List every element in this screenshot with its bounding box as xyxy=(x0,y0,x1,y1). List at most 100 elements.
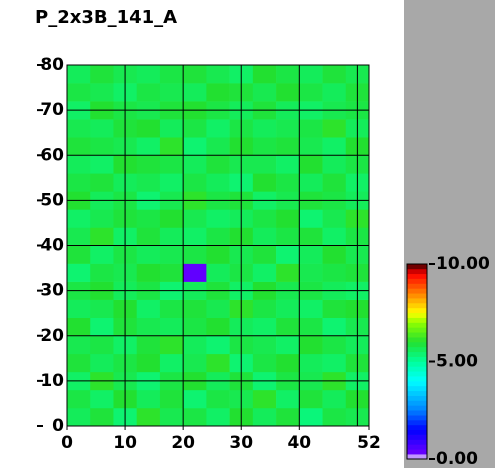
heat-cell xyxy=(183,353,207,373)
x-tick-label: 0 xyxy=(61,433,73,453)
heat-cell xyxy=(276,299,300,318)
heat-cell xyxy=(183,119,207,138)
colorbar-band xyxy=(407,307,427,314)
colorbar-border xyxy=(406,263,428,460)
heat-cell xyxy=(322,245,347,264)
colorbar-band xyxy=(407,385,427,392)
heat-cell xyxy=(90,335,114,355)
heat-cell xyxy=(136,173,161,192)
heat-cell xyxy=(252,389,277,409)
heat-cell xyxy=(136,407,161,427)
heat-cell xyxy=(252,155,277,174)
heat-cell xyxy=(159,119,184,138)
heat-cell xyxy=(67,335,91,355)
heat-cell xyxy=(299,173,323,192)
heat-cell xyxy=(322,263,347,282)
heat-cell xyxy=(67,263,91,282)
colorbar-tick-label: 0.00 xyxy=(436,449,478,468)
colorbar-band xyxy=(407,351,427,357)
colorbar-band xyxy=(407,405,427,411)
heat-cell xyxy=(67,155,91,174)
colorbar-band xyxy=(407,400,427,406)
colorbar-band xyxy=(407,371,427,377)
heat-cell xyxy=(299,209,323,228)
heat-cell xyxy=(90,173,114,192)
heat-cell xyxy=(136,245,161,264)
heat-cell xyxy=(206,209,230,228)
y-tick-label: 50 xyxy=(40,190,64,210)
heat-cell xyxy=(206,353,230,373)
heat-cell xyxy=(276,65,300,84)
colorbar-band xyxy=(407,444,427,450)
colorbar-band xyxy=(407,424,427,431)
heat-cell xyxy=(67,137,91,156)
heat-cell xyxy=(183,209,207,228)
heat-cell xyxy=(322,353,347,373)
heat-cell xyxy=(276,83,300,102)
heat-cell xyxy=(276,137,300,156)
colorbar-band xyxy=(407,376,427,382)
colorbar-band xyxy=(407,278,427,284)
heat-cell xyxy=(299,137,323,156)
heat-cell xyxy=(67,119,91,138)
colorbar-band xyxy=(407,303,427,309)
heat-cell xyxy=(276,245,300,264)
heat-cell xyxy=(252,65,277,84)
heat-cell xyxy=(299,245,323,264)
heat-cell xyxy=(322,227,347,246)
heat-cell xyxy=(322,335,347,355)
heat-cell xyxy=(67,209,91,228)
heat-cell xyxy=(322,389,347,409)
heat-cell xyxy=(67,407,91,427)
heat-cell xyxy=(322,299,347,318)
colorbar-band xyxy=(407,298,427,304)
heat-cell xyxy=(159,209,184,228)
y-tick-label: 60 xyxy=(40,145,64,165)
colorbar-band xyxy=(407,337,427,343)
heat-cell xyxy=(206,263,230,282)
heat-cell xyxy=(136,353,161,373)
y-tick-label: 0 xyxy=(52,416,64,436)
y-tick-label: 80 xyxy=(40,55,64,75)
heat-cell xyxy=(90,353,114,373)
heat-cell xyxy=(252,245,277,264)
colorbar-band xyxy=(407,390,427,396)
heat-cell xyxy=(183,65,207,84)
heat-cell xyxy=(183,83,207,102)
heat-cell xyxy=(136,335,161,355)
heat-cell xyxy=(90,227,114,246)
colorbar-band xyxy=(407,322,427,328)
heat-cell xyxy=(322,137,347,156)
heat-cell xyxy=(136,65,161,84)
heat-cell xyxy=(159,227,184,246)
heat-cell xyxy=(206,83,230,102)
heat-cell xyxy=(90,65,114,84)
heat-cell xyxy=(136,299,161,318)
heat-cell xyxy=(299,335,323,355)
colorbar-band xyxy=(407,312,427,318)
heat-cell xyxy=(206,65,230,84)
heat-cell xyxy=(159,389,184,409)
heat-cell xyxy=(252,173,277,192)
y-tick-label: 30 xyxy=(40,281,64,301)
heat-cell xyxy=(67,353,91,373)
heat-cell xyxy=(136,137,161,156)
heat-cell xyxy=(322,119,347,138)
heat-cell xyxy=(90,389,114,409)
heat-cell xyxy=(67,173,91,192)
heat-cell xyxy=(276,389,300,409)
heat-cell xyxy=(322,155,347,174)
heat-cell xyxy=(67,299,91,318)
y-tick-label: 70 xyxy=(40,100,64,120)
chart-title: P_2x3B_141_A xyxy=(35,7,177,28)
heat-cell xyxy=(206,299,230,318)
heat-cell xyxy=(299,155,323,174)
heat-cell xyxy=(159,137,184,156)
heat-cell xyxy=(276,119,300,138)
heat-cell xyxy=(299,263,323,282)
heat-cell xyxy=(159,83,184,102)
heat-cell xyxy=(206,317,230,337)
heat-cell xyxy=(252,263,277,282)
heat-cell xyxy=(136,209,161,228)
heat-cell xyxy=(299,83,323,102)
